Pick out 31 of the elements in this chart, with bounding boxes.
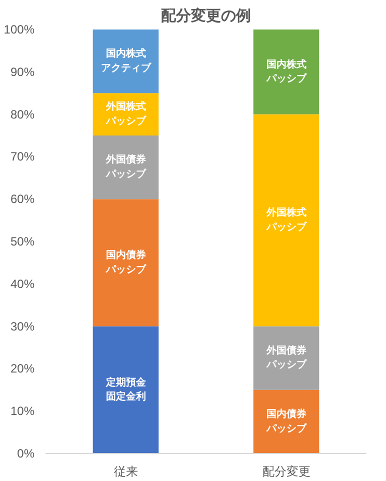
series-label: 国内株式パッシブ	[265, 58, 308, 85]
y-tick-label: 20%	[10, 362, 35, 376]
y-tick-label: 60%	[10, 192, 35, 206]
bar	[253, 390, 320, 454]
y-tick-label: 50%	[10, 234, 35, 248]
text: 国内債券パッシブ	[106, 250, 146, 276]
y-tick-label: 0%	[17, 446, 35, 460]
y-tick-label: 100%	[4, 22, 35, 36]
chart-title: 配分変更の例	[161, 6, 251, 24]
series-label: 国内債券パッシブ	[265, 408, 308, 434]
y-tick-label: 40%	[10, 276, 35, 291]
x-tick-label: 従来	[114, 464, 138, 478]
bar	[92, 136, 159, 200]
y-tick-label: 10%	[10, 404, 35, 418]
series-label: 国内株式アクティブ	[100, 48, 152, 74]
y-tick-label: 30%	[10, 319, 35, 334]
text: 外国株式パッシブ	[266, 208, 306, 233]
series-label: 外国債券パッシブ	[265, 344, 308, 371]
text: 外国債券パッシブ	[106, 154, 146, 180]
bar	[253, 114, 320, 326]
bar	[253, 326, 320, 390]
series-label: 外国株式パッシブ	[104, 100, 147, 127]
x-tick-label: 配分変更	[262, 464, 310, 478]
y-tick-label: 70%	[10, 150, 35, 164]
series-label: 定期預金固定金利	[104, 376, 147, 403]
y-tick-label: 90%	[10, 64, 35, 79]
bar	[92, 30, 159, 94]
bar	[92, 326, 159, 454]
bar	[253, 30, 320, 114]
y-tick-label: 80%	[10, 107, 35, 122]
bar	[92, 199, 159, 326]
